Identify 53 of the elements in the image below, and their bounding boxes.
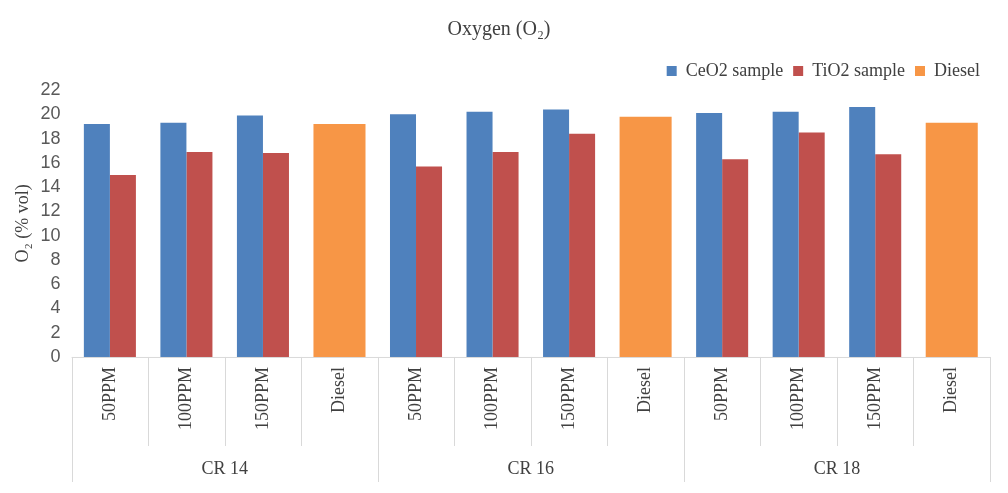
x-tick-label: 100PPM [481,366,502,430]
y-tick-label: 2 [50,321,61,342]
x-tick-label: 150PPM [557,366,578,430]
bar [875,154,902,357]
bar [543,109,570,357]
bar [849,106,876,357]
bar [83,123,110,357]
y-tick-label: 14 [40,176,61,197]
x-tick-label: 50PPM [404,366,425,421]
text: CR 18 [813,457,861,478]
x-tick-label: 150PPM [251,366,272,430]
bar [313,123,366,357]
x-tick-label: 50PPM [710,366,731,421]
y-tick-label: 10 [40,224,61,245]
x-tick-label: 150PPM [863,366,884,430]
legend-label: TiO2 sample [812,59,906,80]
bar [569,133,596,357]
bar [798,132,825,357]
bar [160,122,187,357]
bar [389,114,417,357]
y-tick-label: 0 [50,345,61,366]
x-tick-label: 100PPM [175,366,196,430]
x-tick-label: 50PPM [98,366,119,421]
bar [262,153,289,357]
text: CR 14 [201,457,248,478]
bar [722,159,749,357]
y-tick-label: 20 [40,103,61,124]
legend-label: CeO2 sample [685,59,784,80]
bar [772,111,799,357]
bar [416,166,443,357]
bar [186,151,213,357]
bar [109,174,136,357]
y-tick-label: 6 [50,273,61,294]
x-tick-label: 100PPM [787,366,808,430]
y-tick-label: 22 [40,78,61,99]
text: CR 16 [507,457,555,478]
y-tick-label: 12 [40,200,61,221]
x-tick-label: Diesel [634,366,655,413]
bar [236,115,263,357]
x-tick-label: Diesel [328,366,349,413]
y-axis-title: O₂ (% vol) [11,184,33,263]
y-tick-label: 8 [50,248,61,269]
bar [619,116,672,357]
y-tick-label: 16 [40,151,61,172]
bar [925,122,978,357]
bar [466,111,493,357]
legend-label: Diesel [934,59,980,80]
x-tick-label: Diesel [940,366,961,413]
y-tick-label: 4 [50,297,61,318]
bar [696,113,723,357]
chart-title: Oxygen (O₂) [447,17,551,41]
y-tick-label: 18 [40,127,61,148]
bar [492,151,519,357]
